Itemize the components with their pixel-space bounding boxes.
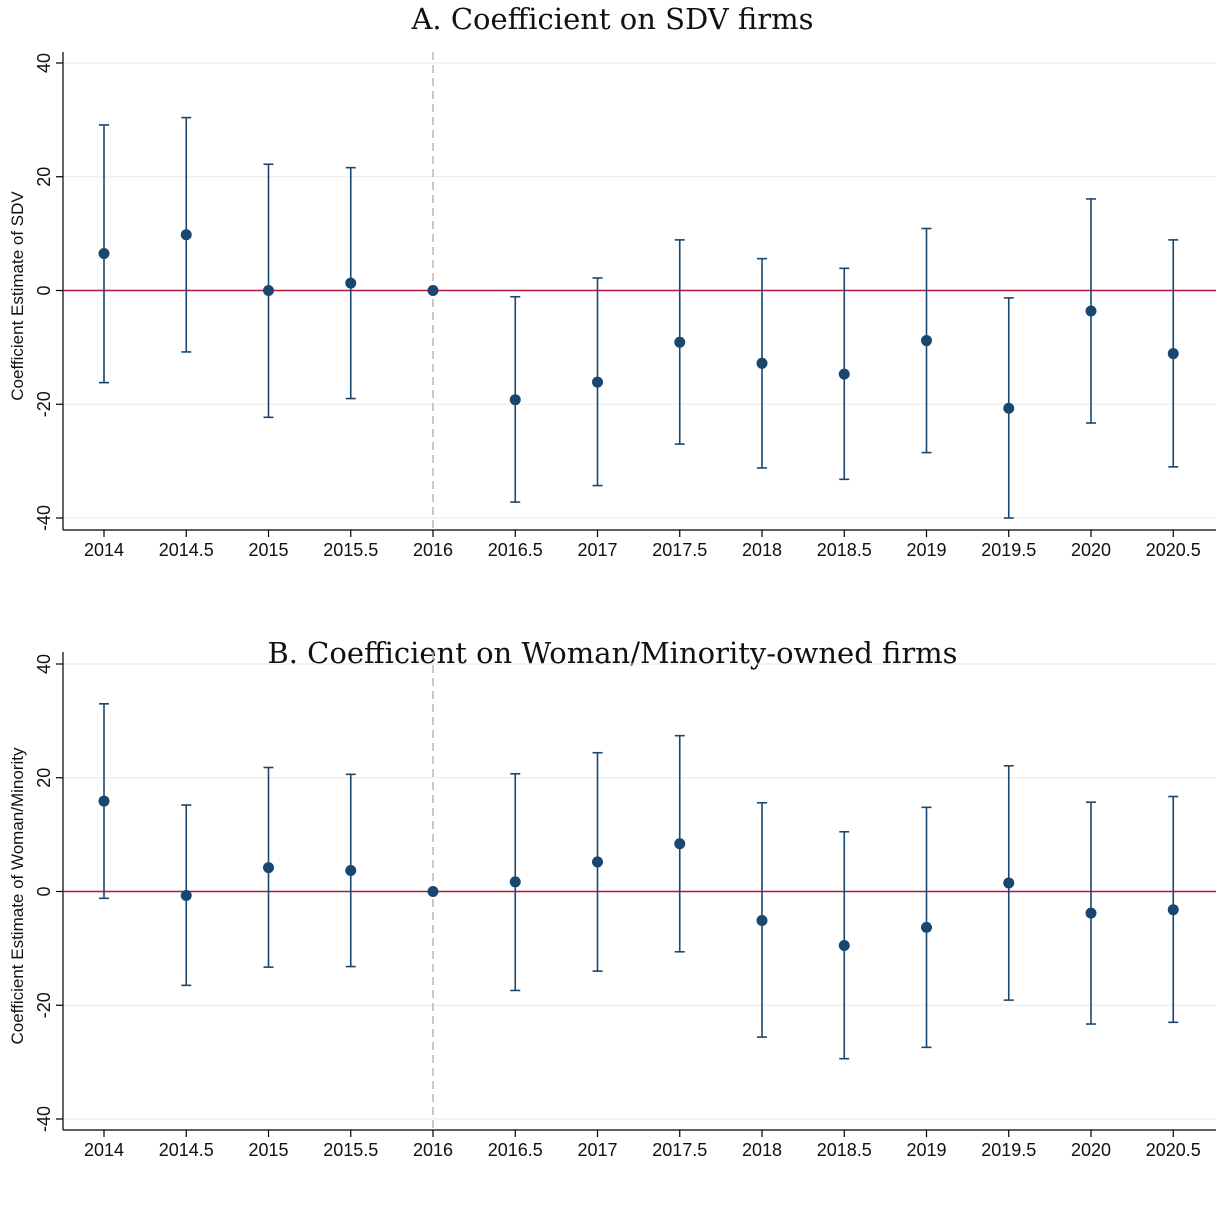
data-point [756,357,768,369]
data-point [98,248,110,260]
data-point [674,838,686,850]
x-tick-label: 2018 [742,1140,782,1160]
data-point [263,285,274,296]
data-point [427,886,439,897]
y-tick-label: 40 [34,654,54,674]
x-tick-label: 2015.5 [323,1140,378,1160]
x-tick-label: 2016.5 [488,1140,543,1160]
data-point [756,915,768,927]
chart-b-plot: -40 -20 0 20 40 Coefficient Estimate of Woman… [8,652,1216,1160]
x-tick-label: 2016.5 [488,540,543,560]
x-tick-label: 2015.5 [323,540,378,560]
data-point [1085,305,1097,317]
chart-panel-b: B. Coefficient on Woman/Minority-owned f… [0,600,1225,1205]
y-tick-label: 0 [34,285,54,295]
y-tick-label: 40 [34,53,54,73]
data-point [263,862,274,874]
y-axis-title: Coefficient Estimate of Woman/Minority [8,747,27,1044]
x-tick-label: 2014 [84,540,124,560]
data-point [509,876,521,888]
data-point [838,940,850,952]
x-tick-label: 2018 [742,540,782,560]
data-point [921,335,932,347]
x-tick-label: 2015 [248,1140,288,1160]
x-tick-label: 2017.5 [652,1140,707,1160]
chart-title: A. Coefficient on SDV firms [411,2,814,36]
data-point [345,277,357,289]
x-tick-label: 2015 [248,540,288,560]
chart-panel-a: A. Coefficient on SDV firms -40 -20 0 20 40 C… [0,0,1225,600]
x-tick-label: 2018.5 [817,1140,872,1160]
x-tick-label: 2019 [906,540,946,560]
data-point [1085,907,1097,919]
y-tick-label: 20 [34,768,54,788]
data-point [1003,402,1015,414]
x-tick-label: 2020.5 [1146,1140,1201,1160]
x-tick-label: 2016 [413,1140,453,1160]
y-tick-label: 20 [34,167,54,187]
data-point [345,864,357,876]
x-tick-label: 2017 [577,540,617,560]
data-point [1003,877,1015,889]
data-point [1167,904,1179,916]
data-point [180,229,192,241]
y-tick-label: -40 [34,505,54,531]
x-tick-label: 2020 [1071,1140,1111,1160]
data-point [180,889,192,901]
x-tick-label: 2017 [577,1140,617,1160]
data-point [674,336,686,348]
x-tick-label: 2014.5 [159,1140,214,1160]
x-tick-label: 2014 [84,1140,124,1160]
data-point [592,376,603,388]
data-point [838,368,850,380]
data-point [1167,348,1179,360]
x-tick-label: 2019.5 [981,1140,1036,1160]
x-tick-label: 2018.5 [817,540,872,560]
data-point [509,394,521,406]
y-tick-label: -40 [34,1106,54,1132]
x-tick-label: 2017.5 [652,540,707,560]
data-point [592,856,603,868]
y-tick-label: -20 [34,992,54,1018]
x-tick-label: 2019.5 [981,540,1036,560]
y-axis-title: Coefficient Estimate of SDV [8,191,27,401]
x-tick-label: 2020.5 [1146,540,1201,560]
x-tick-label: 2019 [906,1140,946,1160]
data-point [98,795,110,807]
y-tick-label: -20 [34,391,54,417]
data-point [427,285,439,296]
chart-a-plot: -40 -20 0 20 40 Coefficient Estimate of SDV 20… [8,52,1216,560]
y-tick-label: 0 [34,886,54,896]
x-tick-label: 2016 [413,540,453,560]
x-tick-label: 2014.5 [159,540,214,560]
data-point [921,921,932,933]
x-tick-label: 2020 [1071,540,1111,560]
